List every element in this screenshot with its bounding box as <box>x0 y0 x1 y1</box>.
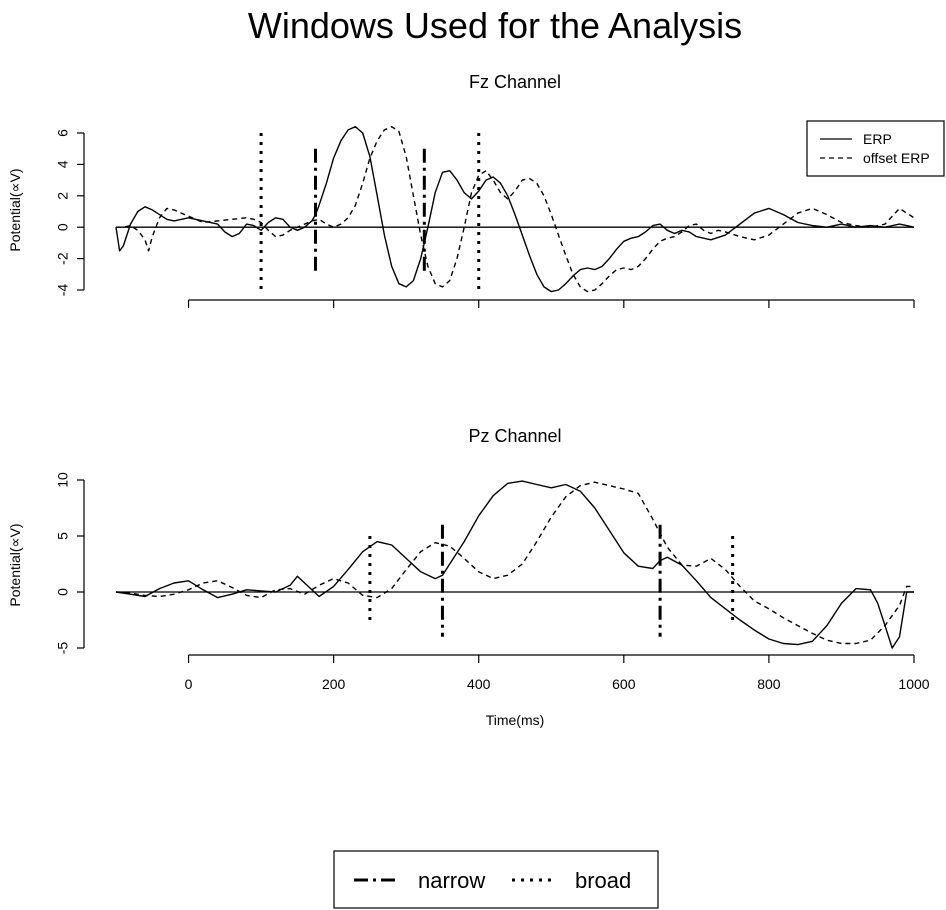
pz-x-tick-label: 1000 <box>898 676 929 692</box>
pz-panel-title: Pz Channel <box>468 426 561 446</box>
window-legend: narrow broad <box>333 850 659 909</box>
fz-y-tick-label: -2 <box>55 252 71 265</box>
pz-series-offset-erp <box>115 481 914 645</box>
pz-x-tick-label: 0 <box>185 676 193 692</box>
fz-plot: -4 -2 0 2 4 6 <box>55 126 915 308</box>
pz-y-tick-label: 0 <box>55 588 71 596</box>
pz-xlabel: Time(ms) <box>486 712 545 728</box>
pz-x-tick-label: 600 <box>612 676 636 692</box>
pz-x-tick-label: 200 <box>322 676 346 692</box>
fz-ylabel: Potential(∝V) <box>7 168 23 251</box>
pz-series-erp <box>115 480 914 649</box>
fz-y-tick-label: -4 <box>55 284 71 297</box>
window-legend-broad-label: broad <box>575 868 631 893</box>
figure-title: Windows Used for the Analysis <box>248 5 742 46</box>
fz-series-erp <box>115 126 915 293</box>
fz-y-tick-label: 2 <box>55 192 71 200</box>
fz-series-offset-erp <box>116 126 915 293</box>
fz-y-tick-label: 6 <box>55 129 71 137</box>
pz-y-tick-label: 5 <box>55 532 71 540</box>
legend: ERP offset ERP <box>806 120 945 177</box>
pz-plot: -5 0 5 10 0 200 400 600 800 1000 <box>55 472 930 692</box>
window-legend-narrow-label: narrow <box>418 868 485 893</box>
pz-x-tick-label: 800 <box>757 676 781 692</box>
pz-y-tick-label: 10 <box>55 472 71 488</box>
legend-erp-label: ERP <box>863 131 892 147</box>
pz-ylabel: Potential(∝V) <box>7 523 23 606</box>
legend-offset-label: offset ERP <box>863 150 930 166</box>
fz-panel-title: Fz Channel <box>469 72 561 92</box>
pz-y-tick-label: -5 <box>55 642 71 655</box>
fz-y-tick-label: 0 <box>55 223 71 231</box>
legend-box <box>806 120 945 177</box>
fz-y-tick-label: 4 <box>55 160 71 168</box>
pz-x-tick-label: 400 <box>467 676 491 692</box>
